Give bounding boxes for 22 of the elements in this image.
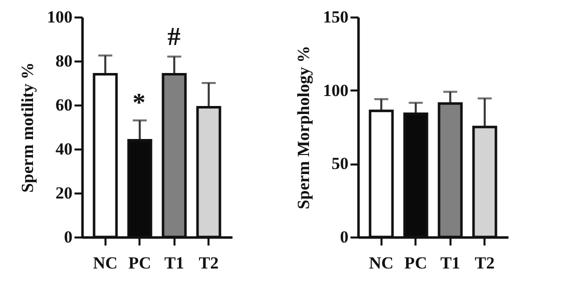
x-tick-label: NC — [368, 254, 394, 272]
y-tick-label: 0 — [64, 228, 72, 246]
x-tick-label: T2 — [198, 254, 219, 272]
x-tick-label: NC — [92, 254, 118, 272]
x-tick-label: T1 — [164, 254, 184, 272]
annotation: # — [168, 22, 180, 51]
x-tick-label: PC — [128, 254, 152, 272]
y-tick-label: 40 — [56, 140, 72, 158]
y-tick-label: 150 — [323, 8, 348, 26]
y-tick-label: 60 — [56, 96, 72, 114]
x-tick-label: T2 — [474, 254, 495, 272]
y-tick-label: 0 — [340, 228, 348, 246]
y-tick-label: 80 — [56, 52, 72, 70]
y-axis-title: Sperm motility % — [18, 62, 37, 193]
annotation: * — [132, 88, 146, 117]
x-tick-label: PC — [404, 254, 428, 272]
x-tick-label: T1 — [440, 254, 460, 272]
y-tick-label: 100 — [323, 80, 348, 100]
y-tick-label: 20 — [56, 184, 72, 202]
y-axis-title: Sperm Morphology % — [294, 46, 313, 210]
y-tick-label: 100 — [47, 8, 72, 26]
y-tick-label: 50 — [332, 154, 348, 174]
